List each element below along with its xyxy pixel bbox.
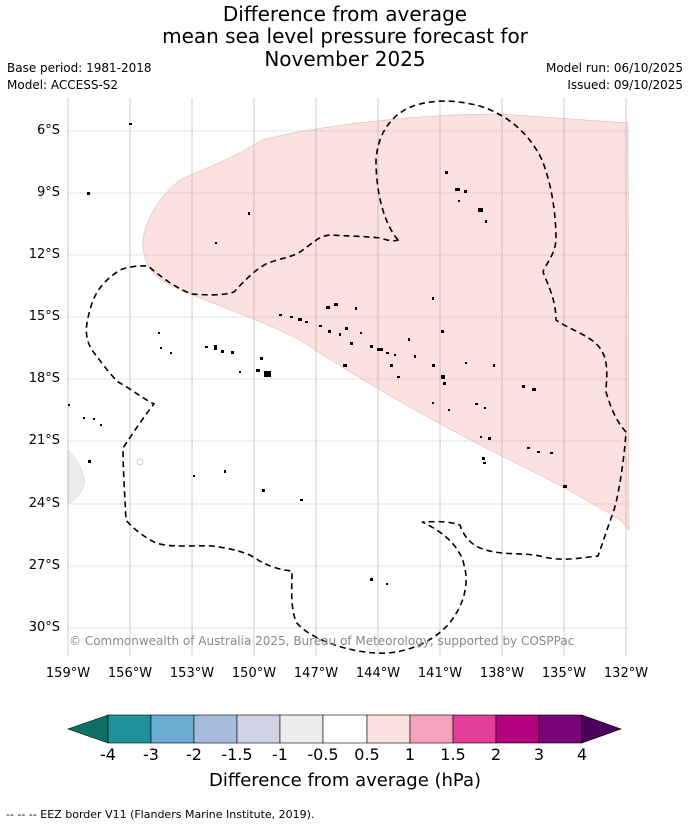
lon-label: 156°W: [107, 666, 153, 681]
colorbar-segment: [409, 714, 454, 744]
base-period: Base period: 1981-2018: [7, 61, 152, 75]
colorbar-tick: -1.5: [221, 745, 253, 764]
colorbar: [67, 714, 622, 744]
map-title-line2: mean sea level pressure forecast for: [162, 24, 528, 48]
colorbar-tick: -1: [272, 745, 288, 764]
lon-label: 138°W: [479, 666, 525, 681]
issued-date: Issued: 09/10/2025: [567, 78, 683, 92]
lat-label: 30°S: [28, 620, 60, 635]
lon-label: 159°W: [45, 666, 91, 681]
colorbar-tick: -3: [143, 745, 159, 764]
colorbar-segment: [193, 714, 238, 744]
colorbar-tick: -4: [100, 745, 116, 764]
lat-label: 21°S: [28, 433, 60, 448]
lon-label: 153°W: [169, 666, 215, 681]
colorbar-segment: [107, 714, 152, 744]
positive-anomaly-region: [142, 113, 630, 531]
lon-label: 150°W: [231, 666, 277, 681]
colorbar-segment: [322, 714, 368, 744]
lat-label: 12°S: [28, 247, 60, 262]
lat-label: 27°S: [28, 558, 60, 573]
colorbar-tick: 2: [490, 745, 502, 764]
model-name: Model: ACCESS-S2: [7, 78, 119, 92]
colorbar-segment: [452, 714, 497, 744]
longitude-gridlines: [67, 98, 627, 656]
negative-anomaly-spot: [136, 458, 144, 466]
lat-label: 18°S: [28, 371, 60, 386]
eez-borders: [85, 100, 627, 654]
negative-anomaly-region: [67, 449, 85, 505]
map-title-line1: Difference from average: [222, 2, 468, 26]
lon-label: 144°W: [355, 666, 401, 681]
lon-label: 147°W: [293, 666, 339, 681]
copyright-notice: © Commonwealth of Australia 2025, Bureau…: [69, 634, 575, 648]
colorbar-tick: 0.5: [354, 745, 380, 764]
colorbar-segment: [538, 714, 583, 744]
lat-label: 15°S: [28, 309, 60, 324]
colorbar-upper-extend: [581, 714, 622, 744]
colorbar-tick: 1: [404, 745, 416, 764]
colorbar-lower-extend: [67, 714, 109, 744]
map-title-line3: November 2025: [264, 47, 426, 71]
islands: [68, 123, 567, 585]
colorbar-segment: [150, 714, 195, 744]
lon-label: 135°W: [541, 666, 587, 681]
colorbar-tick: 4: [576, 745, 588, 764]
colorbar-segment: [495, 714, 540, 744]
colorbar-segment: [236, 714, 281, 744]
colorbar-tick: -0.5: [307, 745, 339, 764]
colorbar-tick: 1.5: [440, 745, 466, 764]
eez-footnote: -- -- -- EEZ border V11 (Flanders Marine…: [6, 808, 315, 821]
lon-label: 132°W: [603, 666, 649, 681]
colorbar-segment: [279, 714, 324, 744]
lat-label: 6°S: [36, 123, 60, 138]
colorbar-title: Difference from average (hPa): [208, 770, 482, 791]
colorbar-segment: [366, 714, 411, 744]
lat-label: 9°S: [36, 185, 60, 200]
lon-label: 141°W: [417, 666, 463, 681]
colorbar-tick: -2: [186, 745, 202, 764]
lat-label: 24°S: [28, 496, 60, 511]
colorbar-tick: 3: [533, 745, 545, 764]
model-run: Model run: 06/10/2025: [545, 61, 683, 75]
latitude-gridlines: [68, 130, 629, 629]
